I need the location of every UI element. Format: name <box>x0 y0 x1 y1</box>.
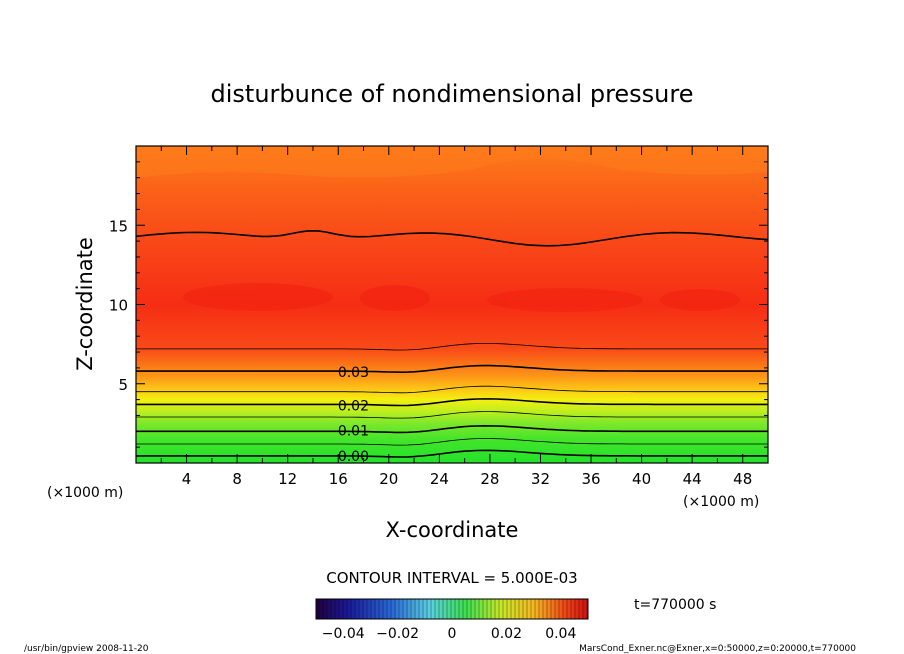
x-axis-label: X-coordinate <box>386 518 519 542</box>
x-tick-label: 24 <box>430 470 449 488</box>
contour-line <box>136 385 768 394</box>
x-tick-label: 48 <box>733 470 752 488</box>
x-unit-right: (×1000 m) <box>683 494 759 510</box>
contour-labels: 0.03 0.02 0.01 0.00 <box>338 365 369 465</box>
x-tick-label: 36 <box>581 470 600 488</box>
colorbar-stripes <box>318 599 588 619</box>
colorbar-tick-label: 0.02 <box>491 626 522 642</box>
x-unit-left: (×1000 m) <box>47 485 123 501</box>
x-tick-label: 32 <box>531 470 550 488</box>
y-axis-ticks: 5 10 15 <box>109 161 768 448</box>
y-tick-label: 15 <box>109 217 128 235</box>
time-label: t=770000 s <box>634 597 716 613</box>
x-tick-label: 44 <box>683 470 702 488</box>
x-tick-label: 20 <box>379 470 398 488</box>
x-tick-label: 40 <box>632 470 651 488</box>
contour-line <box>136 411 768 419</box>
x-axis-ticks: 4 8 12 16 20 24 28 32 36 40 44 48 <box>160 146 752 488</box>
contour-line <box>136 229 768 247</box>
contour-label: 0.00 <box>338 449 369 465</box>
contour-interval-text: CONTOUR INTERVAL = 5.000E-03 <box>326 569 577 587</box>
y-tick-label: 10 <box>109 297 128 315</box>
contour-line <box>136 398 768 407</box>
colorbar-tick-label: 0 <box>448 626 457 642</box>
x-tick-label: 16 <box>329 470 348 488</box>
contour-label: 0.01 <box>338 424 369 440</box>
colorbar-tick-label: −0.02 <box>376 626 419 642</box>
colorbar-labels: −0.04 −0.02 0 0.02 0.04 <box>322 626 577 642</box>
contour-line <box>136 449 768 458</box>
y-axis-label: Z-coordinate <box>73 237 97 371</box>
x-tick-label: 28 <box>480 470 499 488</box>
colorbar-tick-label: −0.04 <box>322 626 365 642</box>
contour-line <box>136 424 768 434</box>
y-tick-label: 5 <box>118 376 128 394</box>
contour-label: 0.02 <box>338 398 369 414</box>
contour-label: 0.03 <box>338 365 369 381</box>
x-tick-label: 4 <box>182 470 192 488</box>
low-pressure-blobs <box>183 283 740 312</box>
contour-lines <box>136 229 768 458</box>
x-tick-label: 8 <box>232 470 242 488</box>
contour-line <box>136 343 768 351</box>
colorbar <box>315 598 589 620</box>
upper-bands <box>136 146 768 178</box>
colorbar-tick-label: 0.04 <box>545 626 576 642</box>
contour-line <box>136 364 768 374</box>
chart-title: disturbunce of nondimensional pressure <box>211 80 694 108</box>
footer-left: /usr/bin/gpview 2008-11-20 <box>24 644 149 654</box>
footer-right: MarsCond_Exner.nc@Exner,x=0:50000,z=0:20… <box>579 644 856 654</box>
contour-line <box>136 438 768 446</box>
x-tick-label: 12 <box>278 470 297 488</box>
